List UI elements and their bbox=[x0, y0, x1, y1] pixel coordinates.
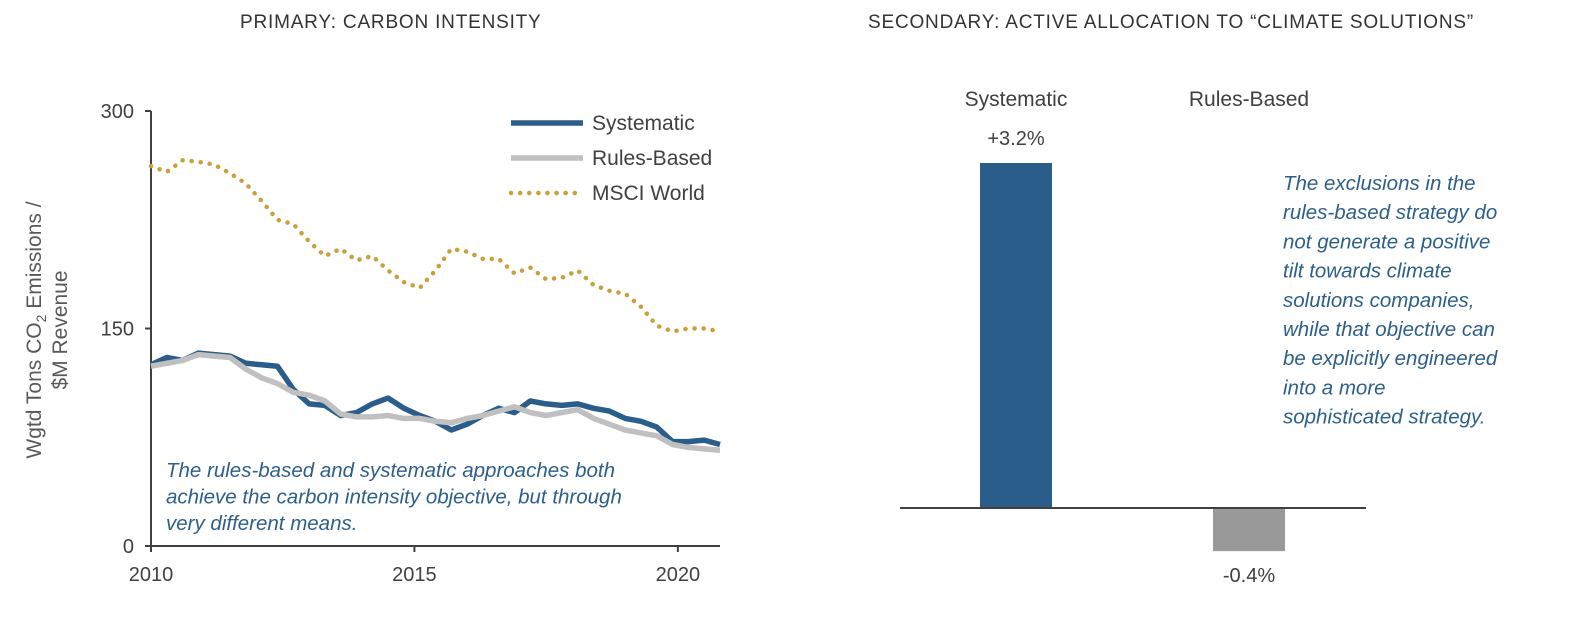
y-axis-label-line2: $M Revenue bbox=[49, 270, 72, 389]
bar-chart-title: SECONDARY: ACTIVE ALLOCATION TO “CLIMATE… bbox=[868, 12, 1475, 33]
bar-chart-annotation-line: be explicitly engineered bbox=[1283, 347, 1498, 370]
y-tick-label: 150 bbox=[101, 319, 134, 341]
line-chart-title: PRIMARY: CARBON INTENSITY bbox=[240, 12, 542, 33]
y-tick-label: 300 bbox=[101, 101, 134, 123]
bar-category-label: Rules-Based bbox=[1189, 88, 1309, 111]
bar-category-label: Systematic bbox=[965, 88, 1068, 111]
legend-label: MSCI World bbox=[592, 182, 705, 205]
x-tick-label: 2010 bbox=[129, 564, 174, 586]
y-axis-label-part-end: Emissions / bbox=[23, 201, 46, 314]
bar-chart-annotation-line: tilt towards climate bbox=[1283, 260, 1452, 283]
bar-chart-annotation-line: while that objective can bbox=[1283, 318, 1495, 341]
x-tick-label: 2015 bbox=[392, 564, 437, 586]
y-axis-label-subscript: 2 bbox=[33, 314, 49, 322]
bar-chart-annotation-line: rules-based strategy do bbox=[1283, 201, 1497, 224]
bar-value-label: -0.4% bbox=[1223, 565, 1275, 587]
bar-chart-annotation-line: into a more bbox=[1283, 376, 1386, 399]
bar-chart-annotation-line: solutions companies, bbox=[1283, 289, 1474, 312]
series-line-msci-world bbox=[148, 158, 723, 334]
climate-solutions-bar-chart: Systematic +3.2% Rules-Based -0.4% The excl… bbox=[900, 88, 1498, 587]
line-chart-annotation-line: very different means. bbox=[166, 512, 357, 535]
line-chart-annotation-line: achieve the carbon intensity objective, … bbox=[166, 486, 622, 509]
legend-label: Systematic bbox=[592, 112, 695, 135]
bar-systematic bbox=[980, 163, 1052, 508]
line-chart-annotation-line: The rules-based and systematic approache… bbox=[166, 459, 615, 482]
bar-rules-based bbox=[1213, 508, 1285, 552]
bar-value-label: +3.2% bbox=[987, 128, 1044, 150]
y-axis-label: Wgtd Tons CO2 Emissions / bbox=[23, 201, 49, 458]
bar-chart-annotation-line: sophisticated strategy. bbox=[1283, 406, 1485, 429]
legend-label: Rules-Based bbox=[592, 147, 712, 170]
y-tick-label: 0 bbox=[123, 536, 134, 558]
y-axis-label-part: Wgtd Tons CO bbox=[23, 322, 46, 458]
bar-chart-annotation-line: The exclusions in the bbox=[1283, 172, 1476, 195]
x-tick-label: 2020 bbox=[656, 564, 701, 586]
carbon-intensity-line-chart: Wgtd Tons CO2 Emissions / $M Revenue 0 15… bbox=[23, 101, 723, 586]
series-line-rules-based bbox=[150, 351, 721, 454]
bar-chart-annotation-line: not generate a positive bbox=[1283, 230, 1490, 253]
